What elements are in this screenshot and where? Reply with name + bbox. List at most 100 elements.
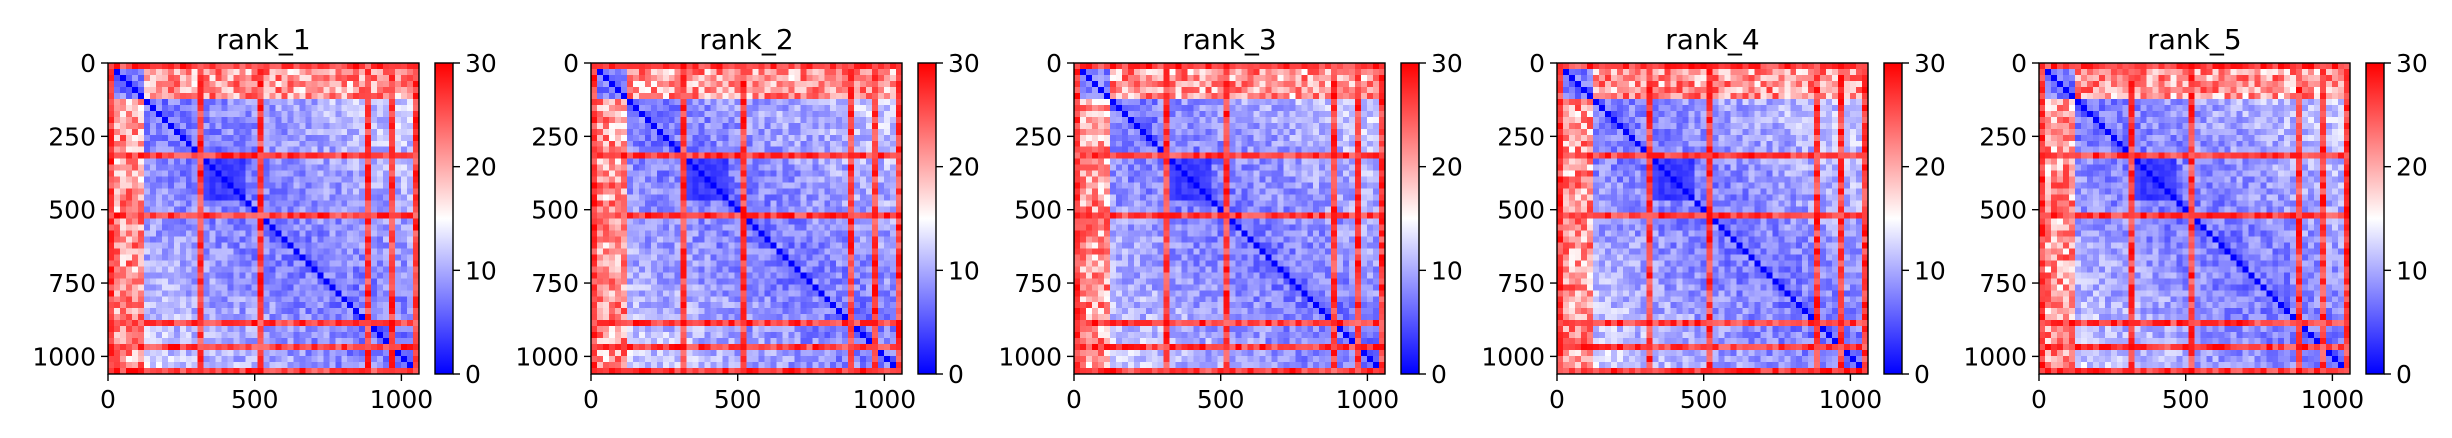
- heatmap-cell: [680, 290, 688, 297]
- heatmap-cell: [872, 290, 879, 297]
- heatmap-cell: [878, 230, 885, 237]
- heatmap-cell: [239, 254, 247, 261]
- heatmap-cell: [644, 290, 652, 297]
- heatmap-cell: [716, 302, 724, 309]
- heatmap-cell: [119, 272, 127, 279]
- heatmap-cell: [806, 92, 813, 100]
- heatmap-cell: [716, 128, 724, 136]
- heatmap-cell: [662, 248, 670, 255]
- heatmap-cell: [776, 218, 783, 225]
- heatmap-cell: [143, 170, 151, 178]
- heatmap-cell: [842, 182, 849, 190]
- heatmap-cell: [263, 320, 270, 327]
- heatmap-cell: [848, 176, 855, 184]
- heatmap-cell: [806, 170, 813, 178]
- heatmap-cell: [401, 218, 408, 225]
- heatmap-cell: [686, 194, 694, 202]
- heatmap-cell: [323, 296, 330, 303]
- heatmap-cell: [197, 170, 205, 178]
- heatmap-cell: [257, 158, 264, 166]
- heatmap-cell: [353, 74, 360, 82]
- heatmap-cell: [341, 356, 348, 363]
- heatmap-cell: [668, 218, 676, 225]
- heatmap-cell: [782, 254, 789, 261]
- heatmap-cell: [323, 128, 330, 136]
- heatmap-cell: [371, 344, 378, 351]
- heatmap-cell: [131, 63, 139, 70]
- heatmap-cell: [644, 266, 652, 273]
- heatmap-cell: [383, 122, 390, 130]
- heatmap-cell: [896, 230, 903, 237]
- heatmap-cell: [365, 356, 372, 363]
- heatmap-cell: [836, 188, 843, 196]
- heatmap-cell: [215, 296, 223, 303]
- heatmap-cell: [818, 278, 825, 285]
- heatmap-cell: [650, 170, 658, 178]
- heatmap-cell: [281, 200, 288, 208]
- heatmap-cell: [788, 146, 795, 154]
- heatmap-cell: [323, 206, 330, 214]
- heatmap-cell: [179, 98, 187, 106]
- heatmap-cell: [878, 308, 885, 315]
- heatmap-cell: [752, 92, 759, 100]
- heatmap-cell: [401, 320, 408, 327]
- heatmap-cell: [836, 200, 843, 208]
- heatmap-cell: [239, 302, 247, 309]
- heatmap-cell: [209, 236, 217, 243]
- heatmap-cell: [305, 116, 312, 124]
- heatmap-cell: [125, 338, 133, 345]
- heatmap-cell: [191, 332, 199, 339]
- heatmap-cell: [263, 194, 270, 202]
- heatmap-cell: [257, 326, 264, 333]
- heatmap-cell: [395, 188, 402, 196]
- heatmap-cell: [137, 104, 145, 112]
- heatmap-cell: [299, 68, 306, 76]
- heatmap-cell: [299, 314, 306, 321]
- heatmap-cell: [371, 284, 378, 291]
- heatmap-cell: [125, 134, 133, 142]
- heatmap-cell: [305, 278, 312, 285]
- heatmap-cell: [113, 110, 121, 118]
- heatmap-cell: [371, 164, 378, 172]
- heatmap-cell: [227, 140, 235, 148]
- heatmap-cell: [299, 296, 306, 303]
- heatmap-cell: [185, 98, 193, 106]
- heatmap-cell: [764, 248, 771, 255]
- heatmap-cell: [746, 116, 753, 124]
- heatmap-cell: [185, 110, 193, 118]
- heatmap-cell: [119, 302, 127, 309]
- heatmap-cell: [353, 158, 360, 166]
- heatmap-cell: [215, 248, 223, 255]
- heatmap-cell: [275, 344, 282, 351]
- heatmap-cell: [407, 63, 414, 70]
- heatmap-cell: [632, 314, 640, 321]
- heatmap-cell: [680, 230, 688, 237]
- heatmap-cell: [674, 302, 682, 309]
- heatmap-cell: [614, 260, 622, 267]
- heatmap-cell: [656, 314, 664, 321]
- heatmap-cell: [329, 152, 336, 160]
- heatmap-cell: [251, 362, 259, 369]
- heatmap-cell: [626, 128, 634, 136]
- heatmap-cell: [371, 80, 378, 88]
- heatmap-cell: [377, 338, 384, 345]
- heatmap-cell: [149, 248, 157, 255]
- heatmap-cell: [161, 290, 169, 297]
- heatmap-cell: [131, 290, 139, 297]
- heatmap-cell: [275, 182, 282, 190]
- heatmap-cell: [191, 63, 199, 70]
- heatmap-cell: [287, 68, 294, 76]
- heatmap-cell: [215, 98, 223, 106]
- heatmap-cell: [812, 158, 819, 166]
- heatmap-cell: [884, 278, 891, 285]
- heatmap-cell: [299, 146, 306, 154]
- heatmap-cell: [108, 212, 115, 219]
- heatmap-cell: [704, 296, 712, 303]
- heatmap-cell: [746, 314, 753, 321]
- heatmap-cell: [359, 332, 366, 339]
- heatmap-cell: [287, 110, 294, 118]
- heatmap-cell: [119, 254, 127, 261]
- heatmap-cell: [371, 86, 378, 94]
- heatmap-cell: [602, 308, 610, 315]
- heatmap-cell: [137, 158, 145, 166]
